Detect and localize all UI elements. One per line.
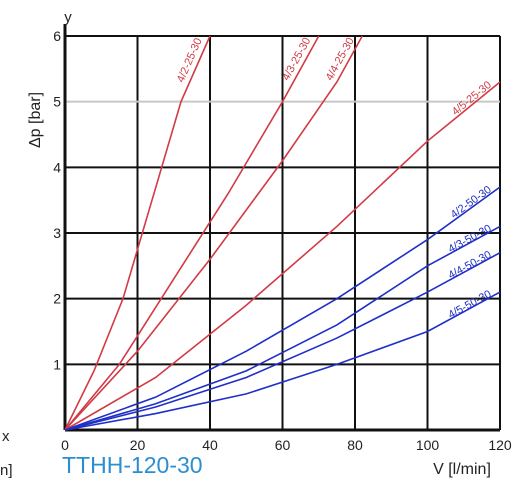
curve-4-5-25-30 [64, 81, 501, 431]
curve-4-2-50-30 [64, 186, 501, 431]
x-tick-80: 80 [347, 437, 363, 453]
y-axis-letter: y [64, 9, 72, 26]
x-fragment-left: x [2, 428, 10, 445]
chart-ticks: 0 20 40 60 80 100 120 1 2 3 4 5 6 [53, 28, 512, 453]
unit-fragment-left: n] [0, 462, 13, 479]
chart-grid [65, 35, 501, 430]
y-tick-1: 1 [53, 356, 61, 372]
x-tick-120: 120 [488, 437, 512, 453]
curve-4-4-25-30 [64, 35, 363, 431]
y-tick-5: 5 [53, 94, 61, 110]
curve-label-4-5-25-30: 4/5-25-30 [450, 79, 494, 118]
y-axis-label: Δp [bar] [27, 92, 44, 148]
curve-4-4-50-30 [64, 251, 501, 431]
curve-label-4-5-50-30: 4/5-50-30 [446, 288, 493, 321]
x-tick-40: 40 [202, 437, 218, 453]
x-tick-100: 100 [416, 437, 440, 453]
model-caption: TTHH-120-30 [62, 452, 203, 478]
chart-axes [63, 24, 500, 432]
curve-4-3-25-30 [64, 35, 320, 431]
x-axis-label: V [l/min] [433, 461, 491, 478]
curve-4-5-50-30 [64, 291, 501, 431]
curve-label-4-2-25-30: 4/2-25-30 [175, 36, 205, 84]
curve-label-4-2-50-30: 4/2-50-30 [449, 184, 494, 221]
curve-4-3-50-30 [64, 225, 501, 431]
x-tick-0: 0 [61, 437, 69, 453]
y-tick-2: 2 [53, 291, 61, 307]
y-tick-4: 4 [53, 159, 61, 175]
x-tick-60: 60 [275, 437, 291, 453]
curve-4-2-25-30 [64, 35, 211, 431]
y-tick-3: 3 [53, 225, 61, 241]
x-tick-20: 20 [130, 437, 146, 453]
y-tick-6: 6 [53, 28, 61, 44]
